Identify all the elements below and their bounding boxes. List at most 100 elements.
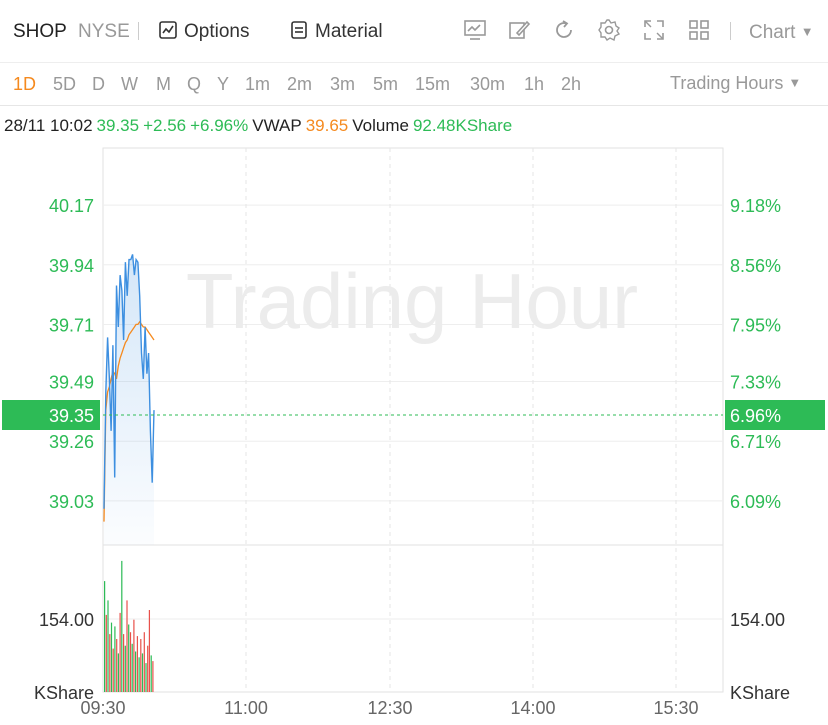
toolbar: SHOP NYSE Options Material Chart ▼ [0,0,828,60]
volume-bar [123,634,125,692]
volume-bar [135,651,137,692]
pencil-icon [509,20,531,39]
y-tick-left: 40.17 [49,196,94,216]
volume-bar [143,632,145,692]
document-icon [291,21,307,39]
volume-bar [112,648,114,692]
y-tick-left: 39.71 [49,315,94,335]
current-pct-badge [725,400,825,430]
volume-bar [124,645,126,692]
grid-icon [689,20,709,40]
interval-tab-y[interactable]: Y [217,74,230,94]
vwap-value: 39.65 [305,116,349,135]
interval-tab-1m[interactable]: 1m [245,74,271,94]
chart-type-label: Chart [749,22,796,43]
interval-tab-5m[interactable]: 5m [373,74,399,94]
exchange-label: NYSE [78,21,130,42]
price-area [104,254,154,545]
expand-icon [644,20,664,40]
y-tick-left: 39.26 [49,432,94,452]
volume-bar [147,645,149,692]
reset-button[interactable] [552,18,578,44]
interval-tab-m[interactable]: M [156,74,171,94]
symbol-label[interactable]: SHOP [13,21,67,42]
quote-change: +2.56 [143,116,187,135]
interval-tab-w[interactable]: W [121,74,138,94]
current-pct-text: 6.96% [730,406,781,426]
interval-tab-2m[interactable]: 2m [287,74,313,94]
y-tick-left: 39.49 [49,373,94,393]
y-tick-left: 39.94 [49,256,94,276]
layout-button[interactable] [687,18,713,44]
interval-tab-3m[interactable]: 3m [330,74,356,94]
volume-bar [129,632,132,692]
volume-bar [126,600,128,692]
volume-bar [128,624,130,692]
interval-tab-15m[interactable]: 15m [415,74,451,94]
quote-info: 28/11 10:02 39.35 +2.56 +6.96% VWAP 39.65 Volu… [4,115,516,137]
volume-bar [105,614,107,692]
volume-bar [110,622,113,692]
volume-bar [119,612,121,692]
settings-button[interactable] [597,18,623,44]
volume-label: Volume [352,116,409,135]
watermark-text: Trading Hour [186,257,638,345]
volume-bar [138,657,140,692]
volume-bar [116,639,118,692]
volume-bar [141,653,144,692]
current-price-badge [2,400,100,430]
indicator-button[interactable] [463,18,489,44]
interval-tab-d[interactable]: D [92,74,105,94]
interval-tab-1h[interactable]: 1h [524,74,545,94]
volume-bar [107,600,109,692]
volume-bar [117,653,120,692]
interval-tab-5d[interactable]: 5D [53,74,77,94]
plot-frame [102,147,724,693]
chart-type-select[interactable]: Chart ▼ [749,20,814,45]
y-tick-right: 8.56% [730,256,781,276]
divider [730,22,731,40]
quote-change-pct: +6.96% [190,116,249,135]
options-label: Options [184,21,250,42]
interval-tab-1d[interactable]: 1D [13,74,37,94]
y-tick-right: 9.18% [730,196,781,216]
session-label: Trading Hours [670,73,784,93]
y-tick-right: 6.09% [730,492,781,512]
current-price-text: 39.35 [49,406,94,426]
volume-bar [136,636,139,692]
quote-datetime: 28/11 10:02 [4,116,93,135]
interval-tab-2h[interactable]: 2h [561,74,582,94]
volume-bar [109,634,111,692]
volume-tick: 154.00 [730,610,785,630]
options-button[interactable]: Options [158,20,249,44]
volume-value: 92.48KShare [412,116,513,135]
vwap-label: VWAP [252,116,302,135]
draw-button[interactable] [507,18,533,44]
caret-down-icon: ▼ [788,75,802,90]
y-tick-right: 7.95% [730,315,781,335]
y-tick-right: 7.33% [730,373,781,393]
vwap-line [103,320,155,522]
volume-bar [150,655,152,692]
interval-tab-30m[interactable]: 30m [470,74,506,94]
volume-bar [140,639,142,692]
volume-tick: 154.00 [39,610,94,630]
divider [138,22,139,40]
volume-bar [114,626,116,692]
caret-down-icon: ▼ [800,24,814,39]
session-select[interactable]: Trading Hours ▼ [670,73,801,94]
interval-tab-q[interactable]: Q [187,74,202,94]
x-tick: 15:30 [653,698,698,718]
volume-bar [121,560,123,692]
material-button[interactable]: Material [289,20,383,44]
x-tick: 14:00 [510,698,555,718]
monitor-chart-icon [464,20,486,40]
chart-box-icon [159,21,177,39]
x-tick: 12:30 [367,698,412,718]
volume-bar [104,581,106,692]
y-tick-left: 39.03 [49,492,94,512]
x-tick: 09:30 [80,698,125,718]
material-label: Material [315,21,383,42]
fullscreen-button[interactable] [642,18,668,44]
